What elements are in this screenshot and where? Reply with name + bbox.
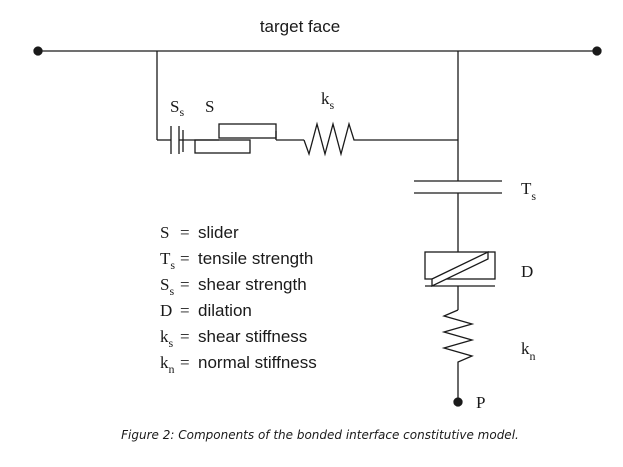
label-p: P	[476, 393, 485, 412]
tensile-strength-element	[414, 180, 502, 194]
svg-text:slider: slider	[198, 223, 239, 242]
slider-element	[183, 123, 304, 154]
svg-text:=: =	[180, 353, 190, 372]
dilation-element	[424, 250, 496, 288]
target-face-label: target face	[260, 17, 340, 36]
svg-text:shear stiffness: shear stiffness	[198, 327, 307, 346]
svg-text:D: D	[160, 301, 172, 320]
svg-text:=: =	[180, 223, 190, 242]
label-kn: kn	[521, 339, 536, 363]
svg-text:normal stiffness: normal stiffness	[198, 353, 317, 372]
label-ss: Ss	[170, 97, 184, 119]
legend-row: D = dilation	[160, 301, 252, 320]
svg-text:dilation: dilation	[198, 301, 252, 320]
svg-text:=: =	[180, 327, 190, 346]
label-ts: Ts	[521, 179, 536, 203]
legend-row: Ss = shear strength	[160, 275, 307, 298]
label-ks: ks	[321, 89, 335, 112]
svg-text:=: =	[180, 301, 190, 320]
svg-text:=: =	[180, 249, 190, 268]
legend: S = slider Ts = tensile strength Ss = sh…	[160, 223, 317, 376]
left-end-node	[33, 46, 43, 56]
svg-text:S: S	[160, 223, 169, 242]
legend-row: ks = shear stiffness	[160, 327, 307, 350]
label-s: S	[205, 97, 214, 116]
svg-text:Ss: Ss	[160, 275, 174, 298]
svg-text:shear strength: shear strength	[198, 275, 307, 294]
legend-row: S = slider	[160, 223, 239, 242]
legend-row: kn = normal stiffness	[160, 353, 317, 376]
shear-spring	[303, 121, 458, 157]
svg-text:tensile strength: tensile strength	[198, 249, 313, 268]
svg-text:=: =	[180, 275, 190, 294]
svg-text:kn: kn	[160, 353, 175, 376]
right-end-node	[592, 46, 602, 56]
svg-text:Ts: Ts	[160, 249, 175, 272]
shear-strength-element	[170, 126, 184, 154]
legend-row: Ts = tensile strength	[160, 249, 313, 272]
figure-caption: Figure 2: Components of the bonded inter…	[121, 428, 519, 442]
label-d: D	[521, 262, 533, 281]
point-p-node	[453, 397, 463, 407]
svg-text:ks: ks	[160, 327, 174, 350]
normal-spring	[441, 309, 475, 402]
